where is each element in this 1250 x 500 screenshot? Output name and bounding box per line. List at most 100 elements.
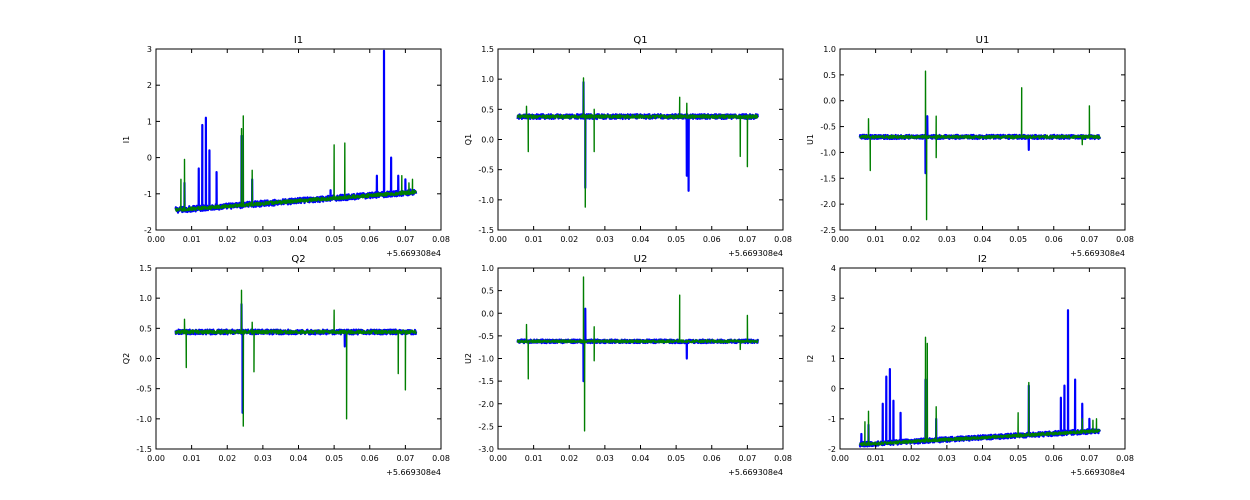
x-tick-label: 0.07 — [396, 235, 414, 244]
y-tick-label: 1.5 — [481, 45, 494, 54]
x-offset-label: +5.669308e4 — [1070, 468, 1125, 477]
x-tick-label: 0.08 — [1116, 454, 1134, 463]
x-tick-label: 0.03 — [596, 235, 614, 244]
x-tick-label: 0.08 — [774, 235, 792, 244]
y-axis-label: Q1 — [464, 134, 473, 145]
x-tick-label: 0.05 — [1009, 454, 1027, 463]
y-tick-label: 1 — [147, 117, 152, 126]
y-tick-label: 0.0 — [139, 355, 152, 364]
x-offset-label: +5.669308e4 — [728, 468, 783, 477]
x-tick-label: 0.08 — [1116, 235, 1134, 244]
y-tick-label: -1.5 — [820, 174, 836, 183]
y-tick-label: 2 — [831, 324, 836, 333]
x-tick-label: 0.05 — [325, 235, 343, 244]
subplot-title: U1 — [976, 35, 990, 46]
x-tick-label: 0.07 — [396, 454, 414, 463]
y-tick-label: 0.5 — [481, 105, 494, 114]
y-tick-label: -1.0 — [478, 196, 494, 205]
x-tick-label: 0.01 — [183, 235, 201, 244]
series-line-2 — [174, 115, 417, 212]
y-tick-label: -1 — [144, 190, 152, 199]
x-tick-label: 0.05 — [667, 235, 685, 244]
x-offset-label: +5.669308e4 — [386, 249, 441, 258]
plot-area — [174, 289, 418, 427]
series-line-2 — [859, 336, 1101, 447]
y-tick-label: -0.5 — [478, 166, 494, 175]
y-tick-label: -1.0 — [136, 415, 152, 424]
x-tick-label: 0.01 — [867, 454, 885, 463]
series-line-1 — [174, 49, 418, 214]
x-tick-label: 0.06 — [361, 454, 379, 463]
x-tick-label: 0.04 — [974, 235, 992, 244]
x-tick-label: 0.07 — [738, 454, 756, 463]
y-tick-label: 1.0 — [481, 264, 494, 273]
x-tick-label: 0.07 — [738, 235, 756, 244]
subplot-u1: 0.00 0.01 0.02 0.03 0.04 0.05 0.06 0.07 0.08 -2.5… — [806, 35, 1134, 258]
series-line-2 — [859, 70, 1101, 221]
y-tick-label: 0 — [831, 385, 836, 394]
axes-frame — [497, 267, 784, 450]
x-offset-label: +5.669308e4 — [1070, 249, 1125, 258]
x-tick-label: 0.03 — [938, 454, 956, 463]
plot-area — [174, 49, 418, 214]
y-tick-label: 0.0 — [823, 97, 836, 106]
y-axis-label: I2 — [806, 355, 815, 362]
y-tick-label: -2.0 — [478, 400, 494, 409]
x-tick-label: 0.02 — [902, 454, 920, 463]
x-tick-label: 0.06 — [1045, 454, 1063, 463]
subplot-q2: 0.00 0.01 0.02 0.03 0.04 0.05 0.06 0.07 0.08 -1.5… — [122, 254, 450, 477]
subplot-i1: 0.00 0.01 0.02 0.03 0.04 0.05 0.06 0.07 0.08 -2 -1… — [122, 35, 450, 258]
series-line-1 — [174, 303, 418, 414]
x-tick-label: 0.04 — [632, 454, 650, 463]
y-tick-label: -3.0 — [478, 445, 494, 454]
y-tick-label: 0.5 — [481, 287, 494, 296]
x-tick-label: 0.00 — [831, 454, 849, 463]
subplot-title: Q1 — [633, 35, 647, 46]
y-tick-label: -2.5 — [478, 422, 494, 431]
x-offset-label: +5.669308e4 — [386, 468, 441, 477]
plot-area — [516, 77, 759, 208]
y-tick-label: -1.0 — [820, 148, 836, 157]
y-tick-label: -2 — [144, 226, 152, 235]
y-tick-label: -2.0 — [820, 200, 836, 209]
x-tick-label: 0.02 — [902, 235, 920, 244]
x-tick-label: 0.00 — [489, 454, 507, 463]
x-tick-label: 0.07 — [1080, 454, 1098, 463]
y-axis-label: U2 — [464, 353, 473, 364]
y-axis-label: I1 — [122, 136, 131, 143]
x-tick-label: 0.00 — [147, 454, 165, 463]
x-tick-label: 0.05 — [325, 454, 343, 463]
subplot-i2: 0.00 0.01 0.02 0.03 0.04 0.05 0.06 0.07 0.08 -2 -1… — [806, 254, 1134, 477]
x-tick-label: 0.03 — [596, 454, 614, 463]
x-tick-label: 0.03 — [254, 235, 272, 244]
subplot-title: Q2 — [291, 254, 305, 265]
series-line-1 — [858, 115, 1102, 175]
plot-area — [858, 70, 1102, 221]
y-tick-label: 0.5 — [823, 71, 836, 80]
y-tick-label: 0.0 — [481, 136, 494, 145]
subplot-title: I1 — [294, 35, 303, 46]
subplot-title: U2 — [634, 254, 648, 265]
y-tick-label: 3 — [831, 294, 836, 303]
subplot-u2: 0.00 0.01 0.02 0.03 0.04 0.05 0.06 0.07 0.08 -3.0… — [464, 254, 792, 477]
x-tick-label: 0.05 — [667, 454, 685, 463]
y-tick-label: 3 — [147, 45, 152, 54]
y-tick-label: -0.5 — [478, 332, 494, 341]
series-line-2 — [516, 77, 759, 208]
x-tick-label: 0.06 — [1045, 235, 1063, 244]
x-tick-label: 0.02 — [218, 235, 236, 244]
plot-area — [858, 309, 1101, 448]
y-tick-label: -1.0 — [478, 355, 494, 364]
x-tick-label: 0.06 — [703, 454, 721, 463]
subplot-q1: 0.00 0.01 0.02 0.03 0.04 0.05 0.06 0.07 0.08 -1.5… — [464, 35, 792, 258]
y-tick-label: 1.0 — [823, 45, 836, 54]
x-tick-label: 0.01 — [183, 454, 201, 463]
x-tick-label: 0.04 — [290, 235, 308, 244]
y-tick-label: -1.5 — [478, 226, 494, 235]
y-tick-label: 1.0 — [139, 294, 152, 303]
series-line-2 — [174, 289, 417, 427]
x-tick-label: 0.01 — [525, 454, 543, 463]
x-tick-label: 0.08 — [432, 454, 450, 463]
y-tick-label: 4 — [831, 264, 836, 273]
